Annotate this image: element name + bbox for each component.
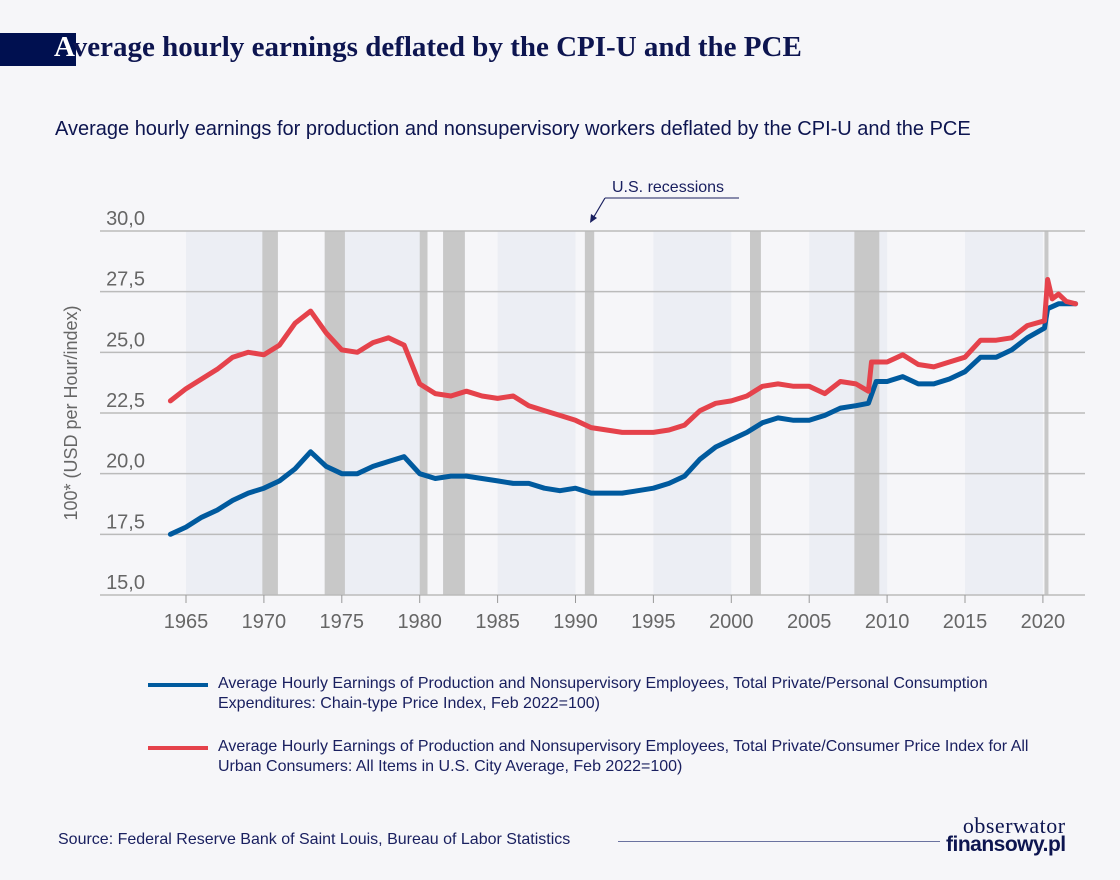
x-tick-label: 1990 — [553, 611, 598, 633]
source-divider — [618, 841, 940, 842]
logo: obserwator finansowy.pl — [946, 813, 1066, 856]
page-title: Average hourly earnings deflated by the … — [54, 31, 802, 64]
series-line-pce — [167, 301, 1079, 537]
x-tick-label: 2020 — [1021, 611, 1066, 633]
y-tick-label: 27,5 — [106, 269, 145, 291]
recession-annotation: U.S. recessions — [612, 179, 724, 196]
source-note: Source: Federal Reserve Bank of Saint Lo… — [58, 831, 571, 848]
title-rest: verage hourly earnings deflated by the C… — [72, 31, 802, 63]
legend-label-pce: Average Hourly Earnings of Production an… — [218, 675, 988, 712]
title-accent-box — [0, 33, 76, 66]
x-tick-label: 1985 — [475, 611, 520, 633]
x-tick-label: 1965 — [164, 611, 209, 633]
x-tick-label: 1970 — [242, 611, 287, 633]
series-line-cpi — [167, 277, 1079, 435]
title-first-letter: A — [54, 31, 73, 63]
x-tick-label: 1975 — [320, 611, 365, 633]
x-tick-label: 1980 — [397, 611, 442, 633]
chart-subtitle: Average hourly earnings for production a… — [55, 118, 971, 140]
x-tick-label: 2000 — [709, 611, 754, 633]
x-tick-label: 2005 — [787, 611, 832, 633]
arrow-head-icon — [590, 214, 597, 223]
y-axis-label: 100* (USD per Hour/index) — [61, 305, 81, 520]
x-tick-label: 1995 — [631, 611, 676, 633]
line-chart: 15,0 17,5 20,0 22,5 25,0 27,5 30,0 1965 1970 1975… — [61, 179, 1085, 633]
x-tick-label: 2010 — [865, 611, 910, 633]
x-tick-label: 2015 — [943, 611, 988, 633]
y-tick-label: 22,5 — [106, 390, 145, 412]
y-tick-label: 25,0 — [106, 329, 145, 351]
logo-line1: obserwator — [962, 813, 1066, 838]
logo-line2: finansowy.pl — [946, 833, 1066, 856]
y-tick-label: 20,0 — [106, 451, 145, 473]
y-tick-label: 17,5 — [106, 511, 145, 533]
y-tick-label: 30,0 — [106, 208, 145, 230]
y-tick-label: 15,0 — [106, 572, 145, 594]
legend-swatch-pce — [148, 683, 208, 687]
legend-label-cpi: Average Hourly Earnings of Production an… — [218, 738, 1029, 775]
legend-swatch-cpi — [148, 746, 208, 750]
